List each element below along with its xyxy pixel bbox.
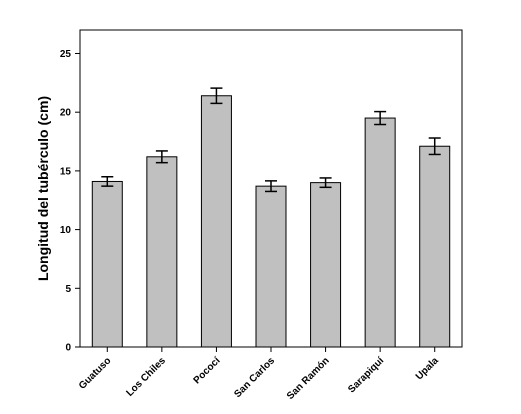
y-tick-label: 25 [60, 49, 72, 60]
y-axis-title: Longitud del tubérculo (cm) [35, 96, 51, 281]
y-tick-label: 10 [60, 225, 72, 236]
bar [255, 185, 287, 348]
x-axis: Guatuso Los Chiles Pococí San Carlos San Ram… [77, 347, 441, 402]
x-category-label: Los Chiles [124, 355, 168, 399]
error-bar [374, 110, 387, 126]
bar [91, 180, 123, 348]
error-bar [210, 87, 223, 105]
y-axis: 0 5 10 15 20 25 [60, 49, 80, 354]
error-bar [265, 180, 277, 193]
bar [146, 156, 178, 348]
error-bar [428, 137, 441, 156]
x-category-label: San Ramón [285, 355, 332, 402]
x-category-label: Guatuso [77, 355, 113, 391]
bar [200, 95, 232, 348]
x-category-label: Pococí [192, 354, 224, 386]
bars-group [91, 95, 451, 348]
error-bars-group [101, 87, 441, 193]
bar [364, 117, 396, 348]
y-tick-label: 15 [60, 166, 72, 177]
y-tick-label: 0 [65, 343, 71, 354]
x-category-label: Upala [414, 355, 441, 382]
bar [310, 182, 342, 348]
error-bar [101, 176, 114, 187]
y-tick-label: 5 [65, 284, 71, 295]
x-category-label: Sarapiquí [346, 354, 387, 395]
x-category-label: San Carlos [232, 355, 277, 400]
error-bar [319, 177, 332, 189]
y-tick-label: 20 [60, 108, 72, 119]
error-bar [155, 150, 168, 164]
bar [419, 145, 451, 348]
